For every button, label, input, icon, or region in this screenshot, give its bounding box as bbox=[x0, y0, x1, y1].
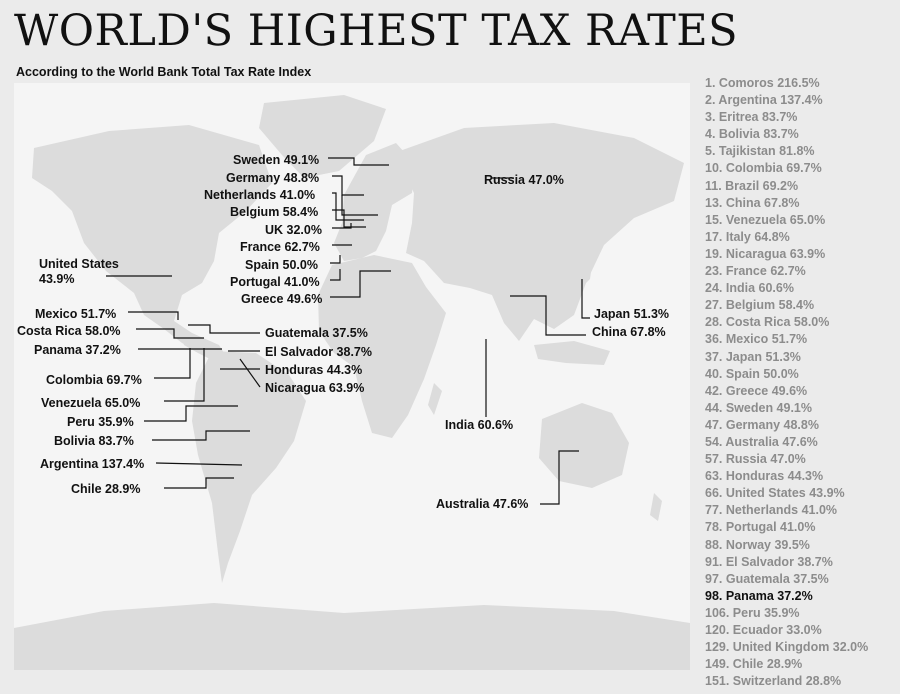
ranking-item: 97. Guatemala 37.5% bbox=[705, 571, 829, 586]
label-venezuela: Venezuela 65.0% bbox=[41, 396, 141, 410]
ranking-item: 28. Costa Rica 58.0% bbox=[705, 315, 830, 330]
label-colombia: Colombia 69.7% bbox=[46, 373, 142, 387]
ranking-item: 24. India 60.6% bbox=[705, 281, 794, 296]
ranking-item: 63. Honduras 44.3% bbox=[705, 469, 824, 484]
label-india: India 60.6% bbox=[445, 418, 514, 432]
ranking-item: 91. El Salvador 38.7% bbox=[705, 554, 833, 569]
ranking-item: 149. Chile 28.9% bbox=[705, 657, 803, 672]
ranking-list: 1. Comoros 216.5% 2. Argentina 137.4% 3. E… bbox=[705, 75, 868, 690]
label-belgium: Belgium 58.4% bbox=[230, 205, 319, 219]
asia-shape bbox=[394, 123, 684, 341]
ranking-item: 15. Venezuela 65.0% bbox=[705, 212, 826, 227]
page-title: WORLD'S HIGHEST TAX RATES bbox=[14, 6, 739, 56]
world-map-panel: Sweden 49.1% Germany 48.8% Netherlands 4… bbox=[14, 83, 690, 670]
page-subtitle: According to the World Bank Total Tax Ra… bbox=[16, 65, 312, 79]
australia-shape bbox=[539, 403, 629, 488]
label-france: France 62.7% bbox=[240, 240, 320, 254]
ranking-item: 40. Spain 50.0% bbox=[705, 366, 799, 381]
label-united-states-value: 43.9% bbox=[39, 272, 75, 286]
ranking-item: 42. Greece 49.6% bbox=[705, 383, 808, 398]
ranking-item: 129. United Kingdom 32.0% bbox=[705, 640, 869, 655]
ranking-item: 37. Japan 51.3% bbox=[705, 349, 801, 364]
south-america-shape bbox=[192, 351, 306, 583]
ranking-item: 78. Portugal 41.0% bbox=[705, 520, 816, 535]
label-greece: Greece 49.6% bbox=[241, 292, 323, 306]
label-chile: Chile 28.9% bbox=[71, 482, 141, 496]
ranking-item: 151. Switzerland 28.8% bbox=[705, 674, 842, 689]
ranking-item: 13. China 67.8% bbox=[705, 195, 800, 210]
new-zealand-shape bbox=[650, 493, 662, 521]
madagascar-shape bbox=[428, 383, 442, 415]
label-uk: UK 32.0% bbox=[265, 223, 322, 237]
label-germany: Germany 48.8% bbox=[226, 171, 320, 185]
antarctica-shape bbox=[14, 603, 690, 670]
greenland-shape bbox=[259, 95, 386, 178]
label-portugal: Portugal 41.0% bbox=[230, 275, 320, 289]
ranking-item: 47. Germany 48.8% bbox=[705, 417, 819, 432]
label-spain: Spain 50.0% bbox=[245, 258, 318, 272]
label-costa-rica: Costa Rica 58.0% bbox=[17, 324, 121, 338]
label-el-salvador: El Salvador 38.7% bbox=[265, 345, 373, 359]
ranking-item: 98. Panama 37.2% bbox=[705, 588, 813, 603]
ranking-item: 66. United States 43.9% bbox=[705, 486, 845, 501]
label-china: China 67.8% bbox=[592, 325, 666, 339]
africa-shape bbox=[318, 255, 446, 438]
ranking-item: 17. Italy 64.8% bbox=[705, 229, 790, 244]
label-nicaragua: Nicaragua 63.9% bbox=[265, 381, 365, 395]
label-mexico: Mexico 51.7% bbox=[35, 307, 117, 321]
label-sweden: Sweden 49.1% bbox=[233, 153, 320, 167]
ranking-item: 106. Peru 35.9% bbox=[705, 605, 800, 620]
europe-shape bbox=[334, 143, 414, 261]
label-peru: Peru 35.9% bbox=[67, 415, 134, 429]
north-america-shape bbox=[32, 125, 272, 353]
ranking-item: 27. Belgium 58.4% bbox=[705, 298, 815, 313]
label-panama: Panama 37.2% bbox=[34, 343, 121, 357]
ranking-item: 2. Argentina 137.4% bbox=[705, 93, 823, 108]
label-russia: Russia 47.0% bbox=[484, 173, 564, 187]
ranking-item: 54. Australia 47.6% bbox=[705, 434, 818, 449]
land-masses bbox=[14, 95, 690, 670]
ranking-item: 10. Colombia 69.7% bbox=[705, 161, 822, 176]
ranking-item: 57. Russia 47.0% bbox=[705, 452, 806, 467]
japan-shape bbox=[576, 241, 594, 289]
label-united-states: United States bbox=[39, 257, 119, 271]
ranking-item: 5. Tajikistan 81.8% bbox=[705, 144, 815, 159]
label-netherlands: Netherlands 41.0% bbox=[204, 188, 316, 202]
ranking-item: 36. Mexico 51.7% bbox=[705, 332, 808, 347]
label-argentina: Argentina 137.4% bbox=[40, 457, 145, 471]
ranking-item: 4. Bolivia 83.7% bbox=[705, 127, 799, 142]
label-honduras: Honduras 44.3% bbox=[265, 363, 363, 377]
southeast-asia-islands-shape bbox=[534, 341, 610, 365]
label-japan: Japan 51.3% bbox=[594, 307, 670, 321]
ranking-item: 1. Comoros 216.5% bbox=[705, 76, 820, 90]
leader-lines bbox=[106, 157, 590, 505]
ranking-item: 88. Norway 39.5% bbox=[705, 537, 810, 552]
ranking-item: 23. France 62.7% bbox=[705, 264, 806, 279]
world-map bbox=[14, 95, 690, 670]
label-bolivia: Bolivia 83.7% bbox=[54, 434, 134, 448]
ranking-item: 44. Sweden 49.1% bbox=[705, 400, 813, 415]
ranking-item: 19. Nicaragua 63.9% bbox=[705, 246, 826, 261]
ranking-item: 120. Ecuador 33.0% bbox=[705, 623, 822, 637]
label-australia: Australia 47.6% bbox=[436, 497, 529, 511]
ranking-item: 77. Netherlands 41.0% bbox=[705, 503, 838, 518]
ranking-item: 3. Eritrea 83.7% bbox=[705, 110, 798, 125]
label-guatemala: Guatemala 37.5% bbox=[265, 326, 368, 340]
ranking-item: 11. Brazil 69.2% bbox=[705, 178, 799, 193]
